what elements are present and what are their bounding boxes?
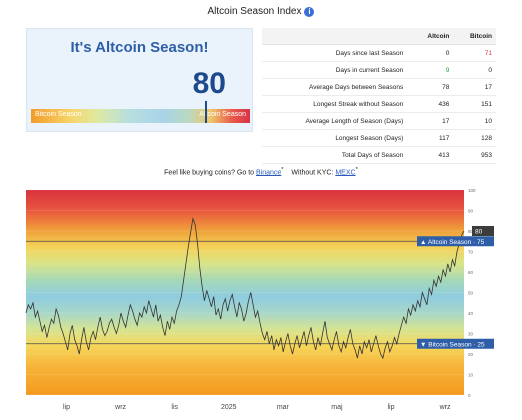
gauge-pointer [205, 101, 208, 123]
stats-row: Days since last Season 0 71 [262, 44, 496, 62]
binance-sup: * [281, 167, 284, 173]
x-tick-label: 2025 [221, 404, 237, 411]
stats-altcoin-value: 413 [407, 146, 454, 164]
stats-bitcoin-value: 0 [453, 61, 496, 79]
stats-bitcoin-value: 71 [453, 44, 496, 62]
x-tick-label: lis [171, 404, 178, 411]
chart-thresholds [26, 240, 464, 345]
altcoin-index-card: It's Altcoin Season! 80 Bitcoin Season A… [26, 28, 253, 132]
stats-header-metric [262, 28, 408, 45]
season-stats-table: Altcoin Bitcoin Days since last Season 0… [262, 28, 496, 164]
y-tick-label: 100 [468, 188, 476, 193]
stats-header-row: Altcoin Bitcoin [262, 28, 496, 45]
altcoin-index-line [25, 217, 465, 360]
stats-metric: Days since last Season [262, 44, 408, 62]
stats-altcoin-value: 9 [407, 61, 454, 79]
y-tick-label: 10 [468, 373, 474, 378]
info-icon[interactable]: i [304, 6, 315, 17]
altcoin-season-tag-bg [417, 236, 494, 247]
chart-tags: 80 ▲ Altcoin Season · 75 ▼ Bitcoin Season … [417, 226, 494, 349]
gauge-bitcoin-label: Bitcoin Season [35, 111, 82, 118]
stats-row: Average Days between Seasons 78 17 [262, 78, 496, 96]
index-value: 80 [192, 67, 226, 100]
stats-header-altcoin: Altcoin [407, 28, 454, 45]
y-tick-label: 80 [468, 229, 474, 234]
binance-link[interactable]: Binance [256, 169, 282, 177]
altcoin-season-chart: 100 90 80 70 60 50 40 30 20 10 0 lip wrz lis 2025 mar m… [0, 185, 522, 420]
stats-bitcoin-value: 151 [453, 95, 496, 113]
season-heading: It's Altcoin Season! [70, 39, 209, 56]
stats-bitcoin-value: 17 [453, 78, 496, 96]
current-value-tag-text: 80 [475, 229, 483, 236]
stats-bitcoin-value: 128 [453, 129, 496, 147]
y-tick-label: 50 [468, 291, 474, 296]
x-tick-label: wrz [439, 404, 451, 411]
page-title-row: Altcoin Season Index i [0, 6, 522, 22]
buy-prefix: Feel like buying coins? Go to [164, 169, 255, 177]
chart-x-ticks: lip wrz lis 2025 mar maj lip wrz [63, 404, 451, 411]
stats-altcoin-value: 78 [407, 78, 454, 96]
stats-row: Days in current Season 9 0 [262, 61, 496, 79]
stats-altcoin-value: 117 [407, 129, 454, 147]
x-tick-label: lip [63, 404, 70, 411]
y-tick-label: 70 [468, 250, 474, 255]
y-tick-label: 90 [468, 209, 474, 214]
stats-metric: Total Days of Season [262, 146, 408, 164]
chart-y-gridlines [26, 189, 464, 396]
stats-header-bitcoin: Bitcoin [453, 28, 496, 45]
stats-metric: Average Length of Season (Days) [262, 112, 408, 130]
altcoin-season-tag-text: ▲ Altcoin Season · 75 [420, 239, 485, 246]
stats-row: Average Length of Season (Days) 17 10 [262, 112, 496, 130]
y-tick-label: 60 [468, 270, 474, 275]
buy-mid: Without KYC: [291, 169, 334, 177]
mexc-sup: * [355, 167, 358, 173]
stats-altcoin-value: 436 [407, 95, 454, 113]
x-tick-label: maj [331, 404, 343, 411]
stats-row: Longest Streak without Season 436 151 [262, 95, 496, 113]
chart-plot-area [26, 190, 464, 395]
y-tick-label: 30 [468, 332, 474, 337]
gauge-altcoin-label: Altcoin Season [199, 111, 246, 118]
chart-series [25, 217, 465, 360]
season-gauge-bar: Bitcoin Season Altcoin Season [31, 101, 250, 123]
stats-altcoin-value: 17 [407, 112, 454, 130]
y-tick-label: 0 [468, 393, 471, 398]
stats-metric: Longest Streak without Season [262, 95, 408, 113]
bitcoin-season-tag: ▼ Bitcoin Season · 25 [417, 338, 494, 349]
current-value-tag-bg [472, 226, 494, 236]
mexc-link[interactable]: MEXC [335, 169, 356, 177]
stats-metric: Average Days between Seasons [262, 78, 408, 96]
stats-bitcoin-value: 953 [453, 146, 496, 164]
buy-coins-line: Feel like buying coins? Go to Binance* W… [0, 167, 522, 176]
x-tick-label: lip [387, 404, 394, 411]
y-tick-label: 20 [468, 352, 474, 357]
stats-row: Longest Season (Days) 117 128 [262, 129, 496, 147]
page-title: Altcoin Season Index [207, 6, 302, 17]
stats-bitcoin-value: 10 [453, 112, 496, 130]
altcoin-season-tag: ▲ Altcoin Season · 75 [417, 236, 494, 247]
current-value-tag: 80 [472, 226, 494, 236]
x-tick-label: mar [277, 404, 290, 411]
stats-altcoin-value: 0 [407, 44, 454, 62]
x-tick-label: wrz [114, 404, 126, 411]
bitcoin-season-tag-bg [417, 338, 494, 349]
stats-metric: Days in current Season [262, 61, 408, 79]
y-tick-label: 40 [468, 311, 474, 316]
stats-row: Total Days of Season 413 953 [262, 146, 496, 164]
stats-metric: Longest Season (Days) [262, 129, 408, 147]
bitcoin-season-tag-text: ▼ Bitcoin Season · 25 [420, 341, 485, 348]
